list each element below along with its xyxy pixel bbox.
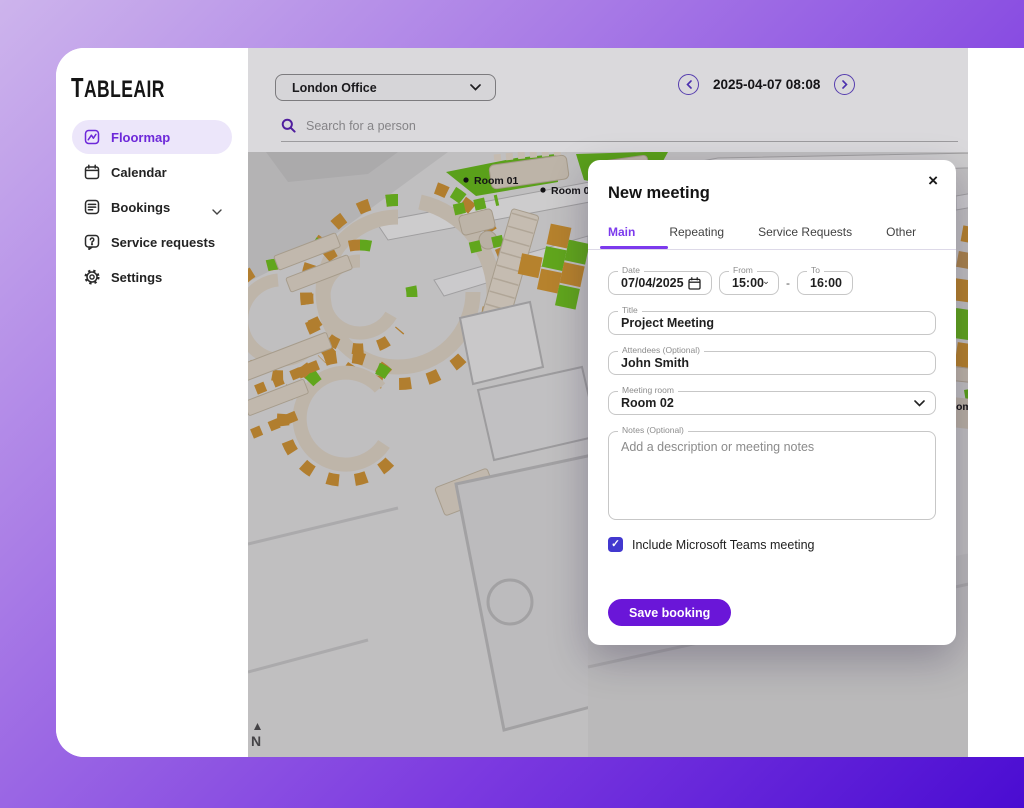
title-field[interactable]: Title Project Meeting: [608, 306, 936, 335]
tab-service-requests[interactable]: Service Requests: [758, 225, 853, 239]
title-field-value: Project Meeting: [621, 316, 715, 330]
room02-marker: [540, 187, 546, 193]
room02-label[interactable]: Room 02: [551, 185, 596, 197]
room01-label[interactable]: Room 01: [474, 175, 519, 187]
attendees-field[interactable]: Attendees (Optional) John Smith: [608, 346, 936, 375]
notes-field[interactable]: Notes (Optional): [608, 426, 936, 520]
pinwheel-cluster: [956, 225, 968, 271]
round-room: [486, 578, 534, 626]
chevron-down-icon: [212, 203, 222, 218]
sidebar-item-label: Service requests: [111, 234, 216, 250]
chevron-left-icon: [685, 80, 692, 89]
sidebar-item-label: Bookings: [111, 199, 171, 215]
right-wall: [955, 193, 968, 211]
chevron-right-icon: [842, 80, 848, 89]
to-field-value: 16:00: [810, 276, 842, 290]
date-field-value: 07/04/2025: [621, 276, 684, 290]
from-field-value: 15:00: [732, 276, 764, 290]
room01-marker: [463, 177, 469, 183]
help-bubble-icon: [84, 234, 100, 250]
chevron-down-icon: [764, 281, 768, 285]
bottom-arc-desks: [277, 350, 401, 487]
meeting-room-value: Room 02: [621, 396, 674, 410]
tab-repeating[interactable]: Repeating: [669, 225, 725, 239]
row-seats: [254, 359, 322, 395]
office-selector[interactable]: London Office: [275, 74, 496, 101]
sidebar-nav: Floormap Calendar Bookings: [56, 120, 248, 295]
small-room: [458, 300, 545, 386]
notes-textarea[interactable]: [621, 440, 925, 512]
wall-line: [247, 638, 369, 674]
current-datetime: 2025-04-07 08:08: [713, 77, 821, 92]
tab-main[interactable]: Main: [599, 225, 669, 249]
chevron-down-icon: [914, 399, 925, 407]
person-search[interactable]: [281, 110, 958, 142]
sidebar-item-label: Calendar: [111, 164, 167, 180]
chevron-down-icon: [470, 84, 481, 91]
date-navigation: 2025-04-07 08:08: [678, 74, 856, 95]
teams-checkbox-row: ✓ Include Microsoft Teams meeting: [608, 537, 936, 552]
sidebar-item-label: Floormap: [111, 129, 171, 145]
sidebar-item-settings[interactable]: Settings: [72, 260, 232, 294]
sidebar-item-label: Settings: [111, 269, 163, 285]
sidebar-item-service-requests[interactable]: Service requests: [72, 225, 232, 259]
walkway-stripe: [266, 152, 398, 182]
time-row: Date 07/04/2025 From 15:00 - To 16:00: [608, 266, 936, 295]
time-separator: -: [786, 276, 790, 290]
north-label: N: [251, 733, 261, 749]
search-icon: [281, 118, 296, 133]
gear-icon: [84, 269, 100, 285]
sidebar: TABLEAIR Floormap Calendar Bookings: [56, 48, 248, 757]
calendar-icon: [688, 276, 701, 290]
from-time-field[interactable]: From 15:00: [719, 266, 779, 295]
meeting-room-select[interactable]: Meeting room Room 02: [608, 386, 936, 415]
wall-line: [247, 506, 399, 546]
bookings-icon: [84, 199, 100, 215]
new-meeting-modal: × New meeting Main Repeating Service Req…: [588, 160, 956, 645]
block-desks: [517, 223, 590, 310]
attendees-field-value: John Smith: [621, 356, 690, 370]
row-seats: [250, 409, 302, 439]
tabs-divider: [588, 249, 956, 250]
teams-checkbox-label: Include Microsoft Teams meeting: [632, 537, 815, 552]
north-arrow-icon: [254, 723, 261, 730]
lounge-cluster: [452, 194, 506, 254]
date-field[interactable]: Date 07/04/2025: [608, 266, 712, 295]
app-window: London Office 2025-04-07 08:08: [56, 48, 968, 757]
notes-field-label: Notes (Optional): [618, 426, 688, 435]
sidebar-item-calendar[interactable]: Calendar: [72, 155, 232, 189]
sidebar-item-floormap[interactable]: Floormap: [72, 120, 232, 154]
prev-time-button[interactable]: [678, 74, 699, 95]
search-input[interactable]: [306, 118, 958, 133]
from-field-label: From: [729, 266, 757, 275]
sidebar-item-bookings[interactable]: Bookings: [72, 190, 232, 224]
attendees-field-label: Attendees (Optional): [618, 346, 704, 355]
close-icon[interactable]: ×: [928, 171, 938, 190]
app-logo: TABLEAIR: [71, 72, 165, 104]
to-time-field[interactable]: To 16:00: [797, 266, 853, 295]
modal-tabs: Main Repeating Service Requests Other: [599, 225, 936, 249]
room01-table: [488, 154, 570, 190]
date-field-label: Date: [618, 266, 644, 275]
app-window-extension: [968, 48, 1024, 757]
title-field-label: Title: [618, 306, 642, 315]
office-selector-value: London Office: [292, 80, 377, 95]
save-booking-button[interactable]: Save booking: [608, 599, 732, 626]
modal-title: New meeting: [608, 184, 710, 202]
room01-chairs: [493, 147, 567, 162]
teams-checkbox[interactable]: ✓: [608, 537, 623, 552]
meeting-room-label: Meeting room: [618, 386, 678, 395]
to-field-label: To: [807, 266, 824, 275]
next-time-button[interactable]: [834, 74, 856, 95]
calendar-icon: [84, 164, 100, 180]
tab-other[interactable]: Other: [886, 225, 917, 239]
floormap-icon: [84, 129, 100, 145]
